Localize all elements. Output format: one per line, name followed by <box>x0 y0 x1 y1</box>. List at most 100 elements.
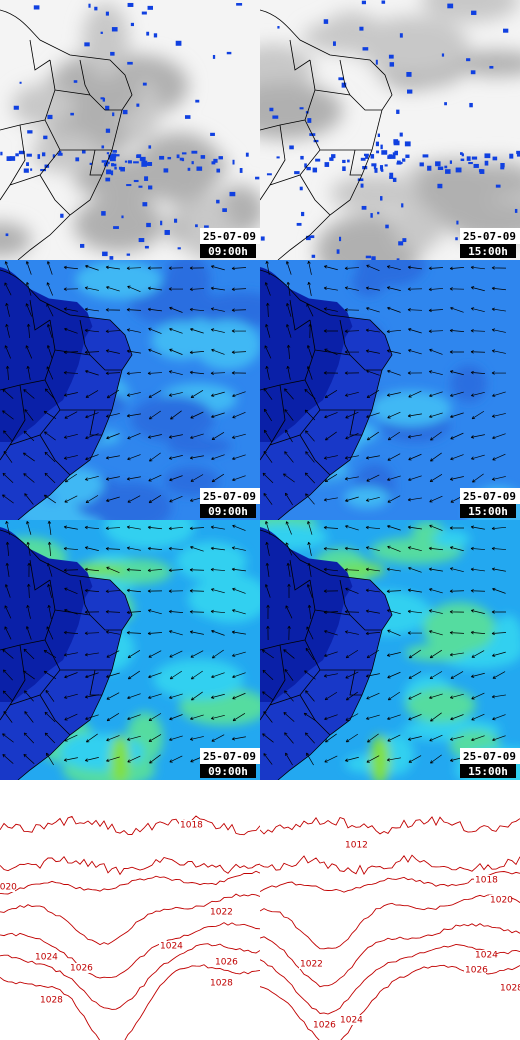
arrow <box>148 650 162 658</box>
arrow <box>85 264 99 271</box>
arrow <box>4 605 12 619</box>
rain-cell <box>226 51 232 55</box>
arrow <box>126 476 141 481</box>
arrow <box>263 493 273 505</box>
rain-cell <box>388 54 394 59</box>
arrow <box>105 349 120 354</box>
arrow <box>189 287 205 292</box>
arrow <box>170 410 182 420</box>
arrow <box>85 672 99 679</box>
isobar-label-bg <box>34 952 56 962</box>
arrow <box>366 264 380 272</box>
arrow <box>190 433 204 440</box>
arrow <box>5 323 10 338</box>
arrow <box>365 455 380 460</box>
arrow <box>147 286 162 291</box>
arrow <box>85 433 99 440</box>
arrow <box>210 307 225 312</box>
isobar <box>260 854 520 876</box>
arrow <box>211 348 225 355</box>
arrow <box>408 671 422 679</box>
rain-cell <box>444 102 447 106</box>
arrow <box>344 266 360 271</box>
arrow <box>428 546 443 551</box>
arrow <box>147 546 163 551</box>
arrow <box>429 734 443 742</box>
arrow <box>365 349 380 354</box>
arrow <box>210 286 225 291</box>
arrow <box>84 610 100 614</box>
speed-patch <box>432 530 471 548</box>
arrow <box>148 390 162 398</box>
arrow <box>169 327 183 334</box>
arrow <box>47 583 53 598</box>
arrow <box>367 733 379 743</box>
rain-cell <box>133 179 139 183</box>
rain-cell <box>447 3 454 9</box>
rain-cell <box>213 158 218 163</box>
isobar <box>0 870 260 895</box>
rain-cell <box>374 167 378 173</box>
arrow <box>232 672 246 679</box>
arrow <box>450 671 464 679</box>
rain-cell <box>211 161 216 165</box>
arrow <box>147 434 162 439</box>
rain-cell <box>13 105 19 110</box>
rain-cell <box>370 154 375 159</box>
arrow <box>126 588 141 593</box>
arrow <box>491 610 507 614</box>
arrow <box>147 525 162 530</box>
arrow <box>232 692 246 700</box>
isobar <box>260 943 520 1015</box>
arrow <box>266 604 270 620</box>
arrow <box>190 670 203 680</box>
rain-cell <box>41 152 46 157</box>
arrow <box>147 266 163 270</box>
arrow <box>344 455 359 460</box>
rain-cell <box>360 157 366 161</box>
arrow <box>84 546 99 551</box>
arrow <box>44 388 55 400</box>
arrow <box>210 567 226 572</box>
rain-cell <box>396 160 401 163</box>
time-box <box>200 504 256 518</box>
arrow <box>284 690 294 702</box>
arrow <box>25 626 32 640</box>
arrow <box>3 430 13 442</box>
rain-cell <box>500 163 505 168</box>
arrow <box>408 755 422 763</box>
arrow <box>470 609 485 614</box>
rain-cell <box>126 184 132 187</box>
arrow <box>429 495 443 503</box>
arrow <box>232 712 246 722</box>
speed-patch <box>167 437 232 456</box>
arrow <box>63 546 79 551</box>
rain-cell <box>148 185 153 190</box>
rain-cell <box>102 97 106 102</box>
arrow <box>105 455 120 460</box>
arrow <box>63 455 78 460</box>
arrow <box>63 652 78 657</box>
arrow <box>365 588 380 593</box>
arrow <box>43 494 56 504</box>
isobar-label: 1022 <box>210 908 233 918</box>
rain-cell <box>384 164 388 167</box>
rain-cell <box>468 162 473 165</box>
arrow <box>491 266 507 270</box>
arrow <box>106 285 120 292</box>
arrow <box>407 546 422 552</box>
rain-cell <box>18 150 25 155</box>
arrow <box>491 371 507 375</box>
arrow <box>231 630 246 635</box>
arrow <box>387 411 401 419</box>
rain-cell <box>26 153 32 157</box>
arrow <box>365 609 380 614</box>
rain-cell <box>514 208 518 213</box>
cloud <box>73 157 189 202</box>
rain-cell <box>401 203 404 208</box>
arrow <box>307 521 313 535</box>
arrow <box>491 413 506 418</box>
isobar-label: 1024 <box>35 953 58 963</box>
isobar-label-bg <box>474 875 496 885</box>
arrow <box>264 282 271 296</box>
